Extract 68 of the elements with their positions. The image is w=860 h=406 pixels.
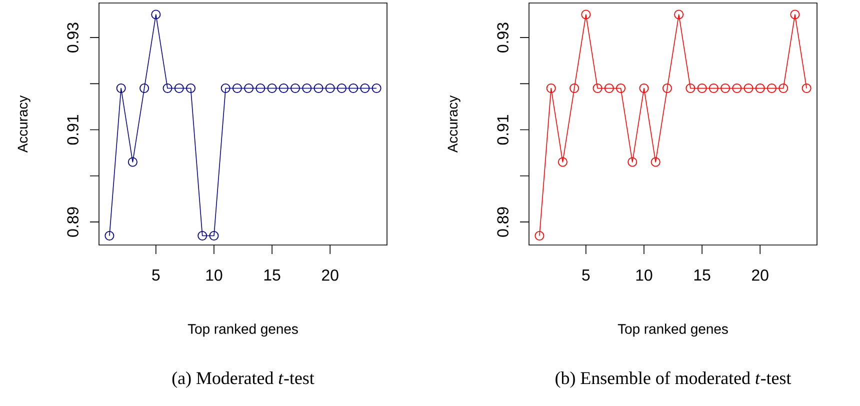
point [174, 84, 184, 94]
point [616, 84, 626, 94]
y-tick-label: 0.91 [67, 115, 78, 145]
point [570, 84, 580, 94]
y-axis-title: Accuracy [448, 95, 460, 153]
point [534, 231, 544, 241]
point [604, 84, 614, 94]
point [790, 10, 800, 20]
point [140, 84, 150, 94]
point [267, 84, 277, 94]
point [755, 84, 765, 94]
point [162, 84, 172, 94]
point [708, 84, 718, 94]
point [278, 84, 288, 94]
point [778, 84, 788, 94]
x-axis-title: Top ranked genes [188, 324, 298, 337]
point [302, 84, 312, 94]
x-tick-label: 10 [636, 270, 652, 281]
point [232, 84, 242, 94]
point [348, 84, 358, 94]
point [650, 157, 660, 167]
point [198, 231, 208, 241]
point [116, 84, 126, 94]
point [628, 157, 638, 167]
point [744, 84, 754, 94]
point [581, 10, 591, 20]
point [720, 84, 730, 94]
y-tick-label: 0.89 [497, 207, 508, 237]
y-tick-label: 0.91 [497, 115, 508, 145]
point [546, 84, 556, 94]
x-tick-label: 5 [152, 270, 160, 281]
point [325, 84, 335, 94]
point [128, 157, 138, 167]
point [697, 84, 707, 94]
y-tick-label: 0.89 [67, 207, 78, 237]
x-tick-label: 15 [694, 270, 710, 281]
point [802, 84, 812, 94]
text: (b) Ensemble of moderated t-test [556, 371, 792, 388]
y-tick-label: 0.93 [67, 22, 78, 52]
point [372, 84, 382, 94]
point [336, 84, 346, 94]
point [104, 231, 114, 241]
x-tick-label: 15 [264, 270, 280, 281]
point [244, 84, 254, 94]
x-tick-label: 10 [206, 270, 222, 281]
y-axis-title: Accuracy [18, 95, 30, 153]
point [314, 84, 324, 94]
x-tick-label: 5 [582, 270, 590, 281]
y-tick-label: 0.93 [497, 22, 508, 52]
point [662, 84, 672, 94]
point [151, 10, 161, 20]
point [766, 84, 776, 94]
point [592, 84, 602, 94]
point [686, 84, 696, 94]
point [639, 84, 649, 94]
point [209, 231, 219, 241]
point [360, 84, 370, 94]
point [674, 10, 684, 20]
point [256, 84, 266, 94]
point [558, 157, 568, 167]
point [732, 84, 742, 94]
point [290, 84, 300, 94]
x-tick-label: 20 [752, 270, 768, 281]
x-tick-label: 20 [322, 270, 338, 281]
point [220, 84, 230, 94]
x-axis-title: Top ranked genes [618, 324, 728, 337]
text: (a) Moderated t-test [172, 372, 314, 388]
point [186, 84, 196, 94]
